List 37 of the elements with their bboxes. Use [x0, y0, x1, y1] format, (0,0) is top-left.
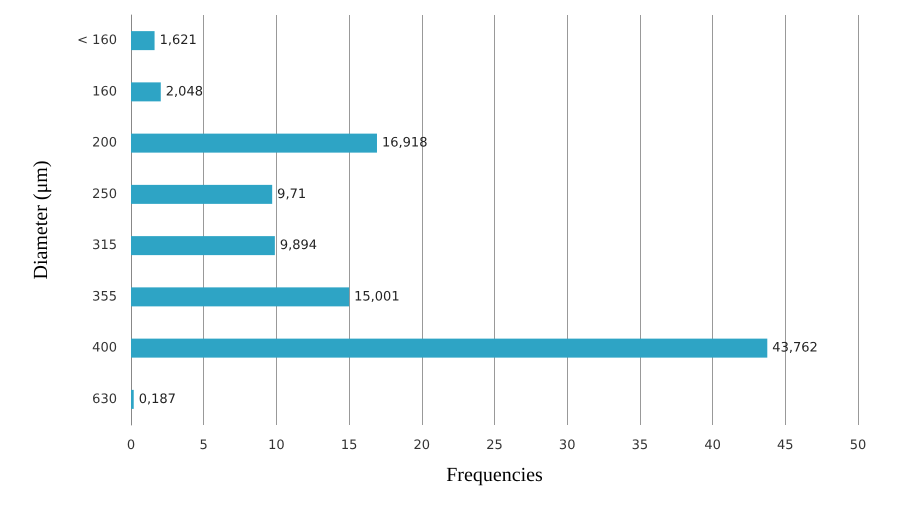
- x-tick-label: 10: [268, 438, 285, 453]
- x-tick-label: 35: [632, 438, 648, 453]
- x-tick-label: 5: [200, 438, 208, 453]
- data-label: 2,048: [166, 84, 203, 100]
- data-label: 1,621: [160, 33, 197, 48]
- x-tick-label: 0: [126, 438, 136, 453]
- y-tick-label: 630: [92, 392, 117, 407]
- bar: [131, 31, 155, 50]
- x-tick-label: 30: [558, 438, 576, 453]
- bar: [131, 390, 134, 409]
- bar: [131, 338, 768, 358]
- x-axis-title: Frequencies: [446, 464, 544, 486]
- data-label: 9,894: [280, 238, 318, 254]
- data-label: 15,001: [354, 289, 400, 304]
- y-tick-label: 160: [92, 84, 117, 100]
- data-label: 16,918: [382, 136, 428, 151]
- y-axis-title: Diameter (μm): [30, 160, 52, 280]
- data-label: 0,187: [138, 392, 176, 407]
- x-tick-label: 50: [850, 438, 866, 453]
- y-tick-label: 315: [92, 238, 117, 254]
- bar: [131, 134, 377, 153]
- bar: [131, 287, 350, 306]
- y-tick-label: 250: [92, 186, 117, 202]
- bar: [131, 184, 272, 204]
- x-tick-label: 15: [340, 438, 358, 453]
- data-label: 43,762: [772, 340, 818, 356]
- y-tick-label: < 160: [77, 33, 117, 48]
- bar: [131, 82, 161, 102]
- y-tick-label: 355: [92, 289, 117, 304]
- y-tick-label: 400: [92, 340, 117, 356]
- data-label: 9,71: [277, 186, 306, 202]
- x-tick-label: 40: [704, 438, 721, 453]
- y-tick-label: 200: [92, 136, 117, 151]
- x-tick-label: 20: [414, 438, 430, 453]
- bar: [131, 236, 275, 256]
- x-tick-label: 45: [777, 438, 794, 453]
- x-tick-label: 25: [486, 438, 503, 453]
